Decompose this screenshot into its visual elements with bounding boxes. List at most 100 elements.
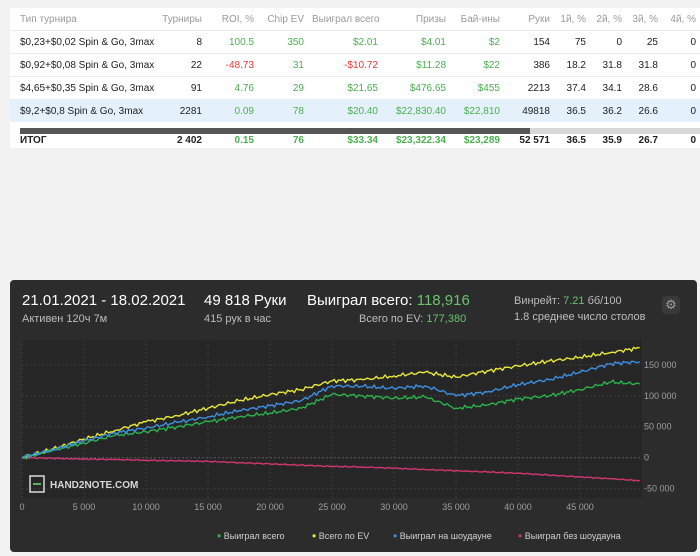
col-header-won[interactable]: Выиграл всего	[312, 13, 380, 25]
col-header-p3[interactable]: 3й, %	[632, 13, 658, 25]
col-header-buyins[interactable]: Бай-ины	[460, 13, 500, 25]
cell-p4: 0	[690, 134, 696, 146]
legend-label: Выиграл без шоудауна	[524, 531, 621, 541]
cell-tournaments: 2 402	[176, 134, 202, 146]
y-tick-label: -50 000	[644, 484, 675, 494]
cell-hands: 386	[504, 53, 554, 77]
cell-prizes: $22,830.40	[382, 99, 450, 122]
x-tick-label: 15 000	[194, 502, 222, 512]
cell-p1: 37.4	[554, 76, 590, 100]
active-time: Активен 120ч 7м	[22, 313, 108, 325]
x-tick-label: 10 000	[132, 502, 160, 512]
logo-h-icon	[29, 475, 45, 493]
results-chart: 0 5 000 10 000 15 000 20 000 25 000 30 000 35 0…	[19, 340, 677, 512]
table-total-row: ИТОГ 2 402 0.15 76 $33.34 $23,322.34 $23…	[10, 130, 700, 148]
legend-item-showdown[interactable]: • Выиграл на шоудауне	[393, 529, 492, 543]
x-tick-label: 35 000	[442, 502, 470, 512]
cell-buyins: $22,810	[450, 99, 504, 122]
ev-total-value: 177,380	[426, 313, 467, 325]
table-row[interactable]: $4,65+$0,35 Spin & Go, 3max 91 4.76 29 $…	[10, 76, 700, 100]
cell-p4: 0	[662, 53, 700, 77]
series-line-showdown	[21, 360, 641, 459]
col-header-p4[interactable]: 4й, %	[670, 13, 696, 25]
winrate-value: 7.21	[563, 295, 585, 307]
col-header-type[interactable]: Тип турнира	[20, 13, 77, 25]
cell-tournaments: 8	[150, 30, 206, 54]
legend-dot-icon: •	[518, 529, 523, 543]
cell-total-label: ИТОГ	[20, 134, 47, 146]
cell-roi: -48.73	[206, 53, 258, 77]
legend-item-no-showdown[interactable]: • Выиграл без шоудауна	[518, 529, 621, 543]
tournament-stats-table: Тип турнира Турниры ROI, % Chip EV Выигр…	[10, 8, 700, 148]
cell-buyins: $23,289	[463, 134, 500, 146]
cell-hands: 52 571	[519, 134, 550, 146]
table-row[interactable]: $0,23+$0,02 Spin & Go, 3max 8 100.5 350 …	[10, 30, 700, 54]
ev-total-label: Всего по EV:	[359, 313, 424, 325]
cell-tournaments: 2281	[150, 99, 206, 122]
col-header-prizes[interactable]: Призы	[415, 13, 446, 25]
cell-p2: 31.8	[590, 53, 626, 77]
cell-chip-ev: 78	[258, 99, 308, 122]
table-row-selected[interactable]: $9,2+$0,8 Spin & Go, 3max 2281 0.09 78 $…	[10, 99, 700, 122]
x-tick-label: 20 000	[256, 502, 284, 512]
ev-total: Всего по EV: 177,380	[359, 313, 466, 325]
cell-roi: 0.09	[206, 99, 258, 122]
cell-p3: 25	[626, 30, 662, 54]
cell-prizes: $476.65	[382, 76, 450, 100]
legend-dot-icon: •	[312, 529, 317, 543]
cell-p3: 26.7	[638, 134, 658, 146]
hand2note-logo: HAND2NOTE.COM	[29, 475, 138, 493]
legend-dot-icon: •	[217, 529, 222, 543]
cell-p1: 75	[554, 30, 590, 54]
legend-item-ev[interactable]: • Всего по EV	[312, 529, 369, 543]
x-tick-label: 40 000	[504, 502, 532, 512]
legend-label: Выиграл всего	[223, 531, 285, 541]
cell-tournaments: 91	[150, 76, 206, 100]
y-tick-label: 50 000	[644, 422, 672, 432]
col-header-tournaments[interactable]: Турниры	[162, 13, 202, 25]
cell-won: $21.65	[308, 76, 382, 100]
gear-icon[interactable]: ⚙	[662, 296, 680, 314]
legend-dot-icon: •	[393, 529, 398, 543]
cell-p4: 0	[662, 76, 700, 100]
x-tick-label: 0	[19, 502, 24, 512]
plot-area	[22, 340, 642, 498]
series-line-ev	[21, 346, 640, 459]
legend-label: Выиграл на шоудауне	[399, 531, 492, 541]
cell-chip-ev: 29	[258, 76, 308, 100]
cell-tournaments: 22	[150, 53, 206, 77]
cell-roi: 0.15	[234, 134, 254, 146]
legend-item-won[interactable]: • Выиграл всего	[217, 529, 285, 543]
y-tick-label: 150 000	[644, 360, 677, 370]
col-header-hands[interactable]: Руки	[528, 13, 550, 25]
cell-p3: 31.8	[626, 53, 662, 77]
cell-p1: 36.5	[554, 99, 590, 122]
cell-p4: 0	[662, 99, 700, 122]
cell-chip-ev: 350	[258, 30, 308, 54]
horizontal-scrollbar[interactable]	[20, 128, 700, 134]
scrollbar-thumb[interactable]	[20, 128, 530, 134]
cell-roi: 4.76	[206, 76, 258, 100]
cell-type: $0,92+$0,08 Spin & Go, 3max	[10, 53, 154, 77]
cell-p2: 34.1	[590, 76, 626, 100]
won-total-value: 118,916	[416, 292, 470, 309]
col-header-chip-ev[interactable]: Chip EV	[267, 13, 304, 25]
won-total-label: Выиграл всего:	[307, 292, 413, 309]
cell-p2: 36.2	[590, 99, 626, 122]
col-header-p1[interactable]: 1й, %	[560, 13, 586, 25]
cell-type: $4,65+$0,35 Spin & Go, 3max	[10, 76, 154, 100]
cell-p3: 26.6	[626, 99, 662, 122]
table-row[interactable]: $0,92+$0,08 Spin & Go, 3max 22 -48.73 31…	[10, 53, 700, 77]
cell-p4: 0	[662, 30, 700, 54]
cell-roi: 100.5	[206, 30, 258, 54]
y-tick-label: 100 000	[644, 391, 677, 401]
x-tick-label: 45 000	[566, 502, 594, 512]
col-header-roi[interactable]: ROI, %	[221, 13, 254, 25]
cell-won: -$10.72	[308, 53, 382, 77]
col-header-p2[interactable]: 2й, %	[596, 13, 622, 25]
legend-label: Всего по EV	[318, 531, 370, 541]
cell-won: $33.34	[347, 134, 378, 146]
table-header-row: Тип турнира Турниры ROI, % Chip EV Выигр…	[10, 8, 700, 31]
logo-text: HAND2NOTE.COM	[50, 480, 138, 491]
cell-prizes: $23,322.34	[395, 134, 446, 146]
